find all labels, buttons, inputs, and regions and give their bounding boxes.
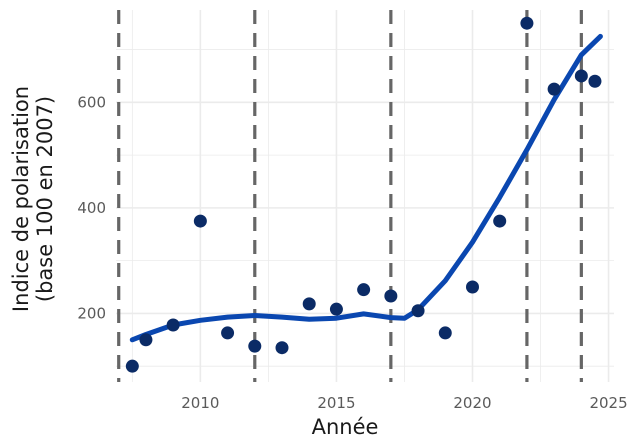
y-tick-label: 200 xyxy=(77,304,106,322)
x-tick-label: 2015 xyxy=(317,394,355,412)
data-point xyxy=(221,326,235,340)
data-point xyxy=(275,341,289,355)
smooth-trend-line xyxy=(129,33,603,343)
minor-gridlines xyxy=(116,10,614,382)
data-point xyxy=(547,82,561,96)
vertical-reference-lines xyxy=(117,10,583,382)
y-tick-label: 400 xyxy=(77,199,106,217)
data-point xyxy=(248,339,262,353)
data-point xyxy=(574,69,588,83)
x-tick-label: 2025 xyxy=(589,394,627,412)
data-point xyxy=(384,289,398,303)
y-tick-label: 600 xyxy=(77,93,106,111)
data-points xyxy=(125,16,602,373)
smooth-line xyxy=(129,33,603,343)
x-tick-labels: 2010 2015 2020 2025 xyxy=(181,394,627,412)
y-axis-title-line1: Indice de polarisation xyxy=(9,86,33,312)
data-point xyxy=(493,214,507,228)
data-point xyxy=(438,326,452,340)
data-point xyxy=(125,359,139,373)
y-tick-labels: 200 400 600 xyxy=(77,93,106,322)
x-tick-label: 2020 xyxy=(453,394,491,412)
data-point xyxy=(357,283,371,297)
y-axis-title-line2: (base 100 en 2007) xyxy=(33,96,57,302)
data-point xyxy=(139,333,153,347)
x-tick-label: 2010 xyxy=(181,394,219,412)
y-axis-title: Indice de polarisation (base 100 en 2007… xyxy=(9,86,57,312)
data-point xyxy=(302,297,316,311)
data-point xyxy=(588,74,602,88)
data-point xyxy=(520,16,534,30)
data-point xyxy=(411,304,425,318)
data-point xyxy=(465,280,479,294)
major-gridlines xyxy=(116,10,614,382)
data-point xyxy=(193,214,207,228)
data-point xyxy=(166,318,180,332)
x-axis-title: Année xyxy=(312,415,379,439)
data-point xyxy=(329,302,343,316)
